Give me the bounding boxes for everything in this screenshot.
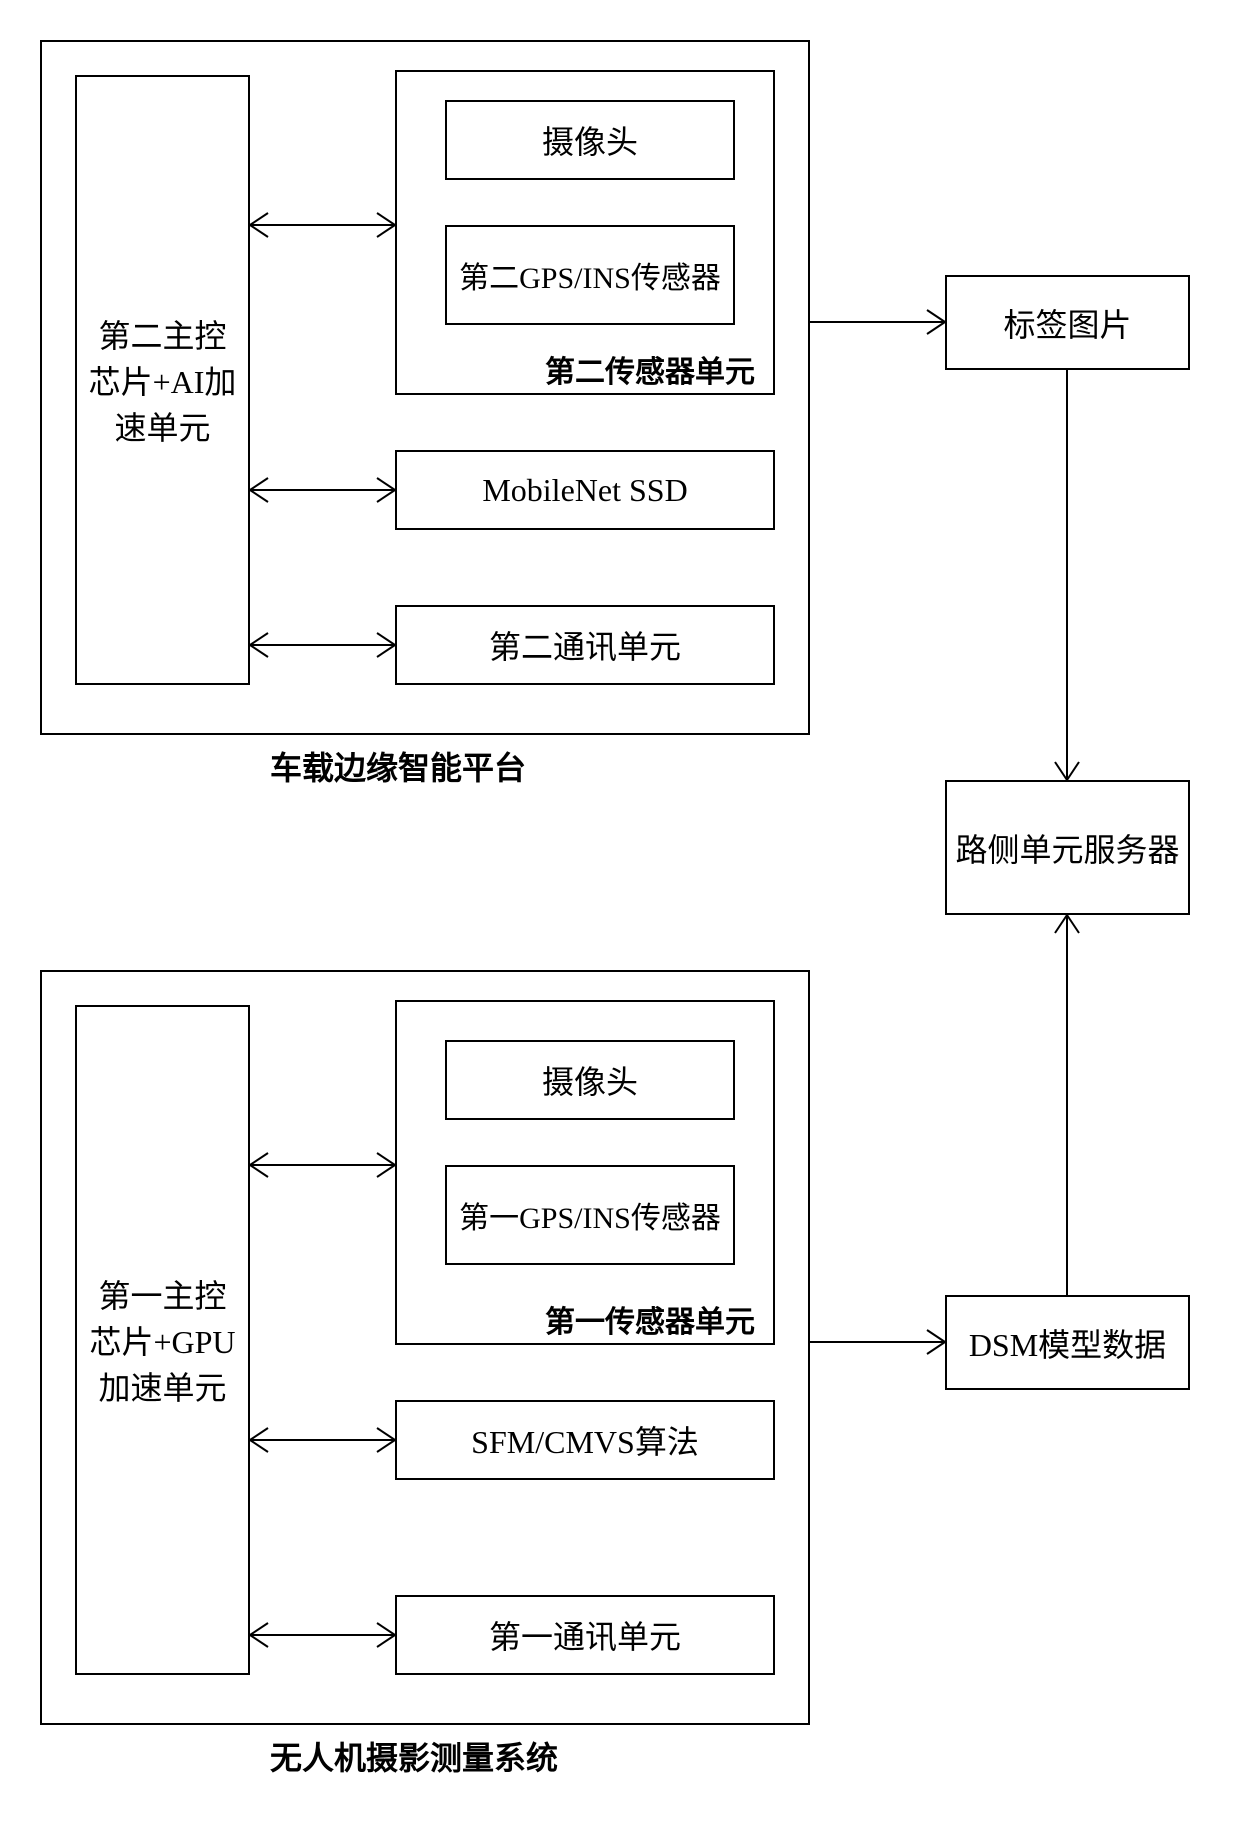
second-communication-unit: 第二通讯单元 (395, 605, 775, 685)
second-gps-ins-sensor: 第二GPS/INS传感器 (445, 225, 735, 325)
label-image: 标签图片 (945, 275, 1190, 370)
first-camera: 摄像头 (445, 1040, 735, 1120)
second-sensor-unit-caption: 第二传感器单元 (545, 347, 755, 391)
second-main-chip-ai-unit: 第二主控芯片+AI加速单元 (75, 75, 250, 685)
second-camera: 摄像头 (445, 100, 735, 180)
first-main-chip-gpu-unit: 第一主控芯片+GPU加速单元 (75, 1005, 250, 1675)
dsm-model-data: DSM模型数据 (945, 1295, 1190, 1390)
first-sensor-unit-caption: 第一传感器单元 (545, 1297, 755, 1341)
first-gps-ins-sensor: 第一GPS/INS传感器 (445, 1165, 735, 1265)
uav-photogrammetry-caption: 无人机摄影测量系统 (270, 1733, 558, 1779)
first-communication-unit: 第一通讯单元 (395, 1595, 775, 1675)
mobilenet-ssd: MobileNet SSD (395, 450, 775, 530)
roadside-unit-server: 路侧单元服务器 (945, 780, 1190, 915)
sfm-cmvs-algorithm: SFM/CMVS算法 (395, 1400, 775, 1480)
vehicle-edge-platform-caption: 车载边缘智能平台 (270, 743, 526, 789)
